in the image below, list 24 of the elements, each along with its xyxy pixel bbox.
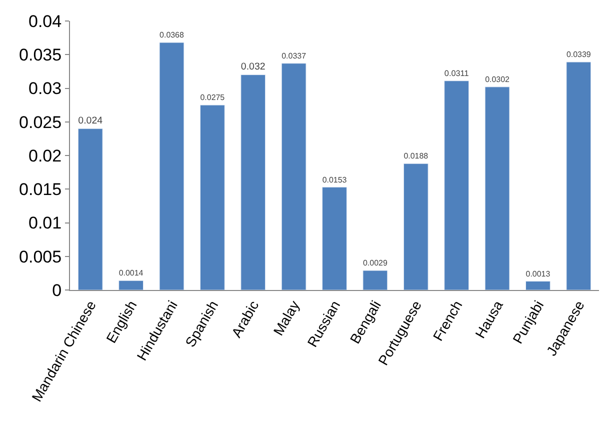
bar: [526, 281, 550, 290]
bar: [444, 80, 470, 290]
bar: [200, 104, 225, 290]
y-tick-label: 0: [52, 280, 62, 300]
y-tick-label: 0.03: [28, 79, 62, 98]
y-tick-label: 0.015: [19, 180, 62, 200]
bar: [322, 186, 347, 290]
y-tick-label: 0.025: [19, 112, 62, 132]
bar: [362, 270, 388, 290]
bar: [240, 74, 266, 290]
bar: [118, 280, 144, 290]
data-label: 0.032: [240, 62, 266, 73]
y-tick-label: 0.035: [19, 46, 62, 65]
bar: [484, 86, 510, 290]
y-tick-label: 0.02: [28, 146, 62, 166]
bar: [78, 128, 103, 290]
bar: [403, 163, 428, 290]
bar: [281, 63, 306, 290]
y-tick-label: 0.005: [19, 247, 62, 266]
y-tick-label: 0.04: [28, 12, 62, 31]
data-label: 0.024: [78, 115, 104, 126]
bar: [159, 42, 184, 290]
bar: [566, 62, 592, 290]
y-tick-label: 0.01: [28, 214, 62, 233]
